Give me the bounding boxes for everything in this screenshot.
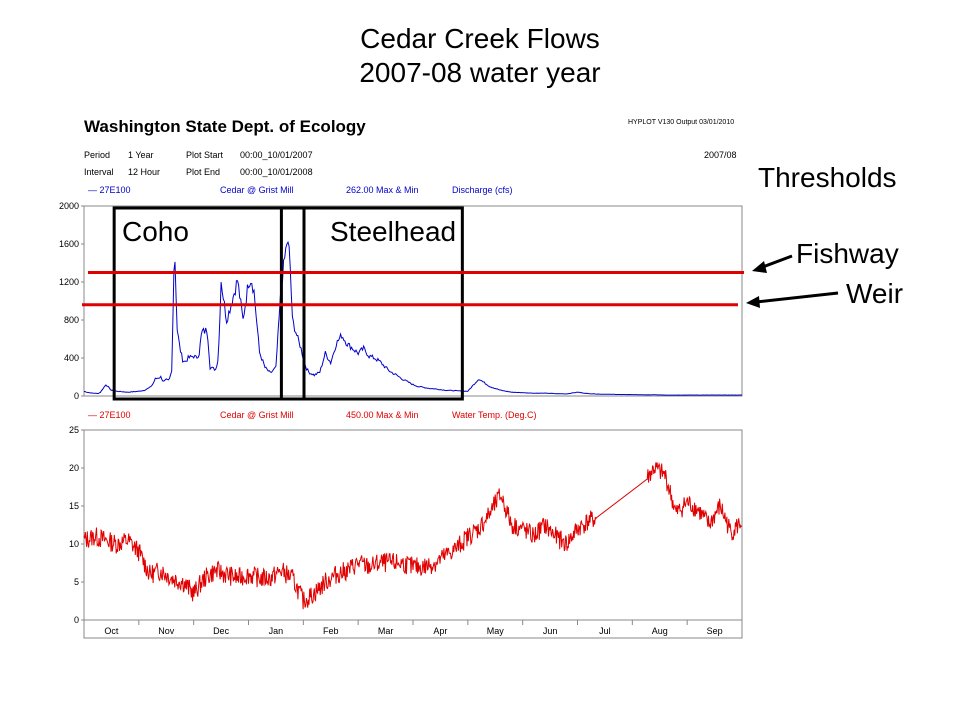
temp-site: Cedar @ Grist Mill <box>220 410 294 420</box>
steelhead-label: Steelhead <box>330 216 457 247</box>
month-label: Dec <box>213 626 230 636</box>
discharge-param: Discharge (cfs) <box>452 185 513 195</box>
water-year-label: 2007/08 <box>704 150 737 160</box>
discharge-line <box>83 240 743 396</box>
slide-title-line-1: Cedar Creek Flows <box>360 23 600 54</box>
hyplot-version: HYPLOT V130 Output 03/01/2010 <box>628 119 735 126</box>
interval-value: 12 Hour <box>128 167 161 177</box>
fishway-arrow-head <box>752 261 767 273</box>
coho-label: Coho <box>122 216 189 247</box>
temp-stat: 450.00 Max & Min <box>346 410 419 420</box>
plot-start-label: Plot Start <box>186 150 224 160</box>
month-label: Mar <box>378 626 394 636</box>
discharge-ytick-label: 800 <box>64 315 79 325</box>
temp-station: 27E100 <box>99 410 131 420</box>
threshold-lines <box>82 271 744 307</box>
discharge-ytick-label: 1600 <box>59 239 79 249</box>
temp-series <box>83 462 742 610</box>
discharge-ytick-label: 400 <box>64 353 79 363</box>
month-label: May <box>487 626 505 636</box>
month-label: Apr <box>433 626 447 636</box>
discharge-stat: 262.00 Max & Min <box>346 185 419 195</box>
discharge-legend-swatch: — <box>88 185 97 195</box>
month-label: Feb <box>323 626 339 636</box>
temperature-line <box>83 462 742 610</box>
panel-frames <box>83 205 743 639</box>
plot-end-value: 00:00_10/01/2008 <box>240 167 313 177</box>
discharge-ytick-label: 1200 <box>59 277 79 287</box>
weir-label: Weir <box>846 278 904 309</box>
temp-plot-frame <box>83 429 743 621</box>
slide-title: Cedar Creek Flows 2007-08 water year <box>0 22 960 90</box>
temp-param: Water Temp. (Deg.C) <box>452 410 537 420</box>
month-label: Sep <box>707 626 723 636</box>
discharge-y-axis: 0 400 800 1200 1600 2000 <box>59 201 84 401</box>
discharge-legend: — 27E100 <box>88 185 131 195</box>
temp-y-axis: 0 5 10 15 20 25 <box>69 425 84 625</box>
month-label: Jun <box>543 626 558 636</box>
month-label: Jan <box>269 626 284 636</box>
month-label: Aug <box>652 626 668 636</box>
threshold-arrows <box>746 254 839 308</box>
discharge-ytick-label: 2000 <box>59 201 79 211</box>
temp-ytick-label: 0 <box>74 615 79 625</box>
weir-arrow-head <box>746 296 760 308</box>
plot-start-value: 00:00_10/01/2007 <box>240 150 313 160</box>
discharge-series <box>83 240 743 396</box>
temp-legend: — 27E100 <box>88 410 131 420</box>
thresholds-label: Thresholds <box>758 162 897 193</box>
temp-ytick-label: 20 <box>69 463 79 473</box>
temp-legend-swatch: — <box>88 410 97 420</box>
discharge-ytick-label: 0 <box>74 391 79 401</box>
plot-end-label: Plot End <box>186 167 221 177</box>
discharge-site: Cedar @ Grist Mill <box>220 185 294 195</box>
month-label: Jul <box>599 626 611 636</box>
discharge-station: 27E100 <box>99 185 131 195</box>
temp-ytick-label: 5 <box>74 577 79 587</box>
temp-ytick-label: 15 <box>69 501 79 511</box>
period-label: Period <box>84 150 111 160</box>
month-label: Oct <box>104 626 119 636</box>
agency-title: Washington State Dept. of Ecology <box>84 117 366 136</box>
fishway-arrow-shaft <box>759 254 793 270</box>
month-label: Nov <box>158 626 175 636</box>
discharge-plot-frame <box>83 205 743 397</box>
period-value: 1 Year <box>128 150 154 160</box>
month-axis: Oct Nov Dec Jan Feb Mar Apr May Jun Jul Aug Sep <box>104 620 723 636</box>
interval-label: Interval <box>84 167 114 177</box>
temp-ytick-label: 25 <box>69 425 79 435</box>
fishway-label: Fishway <box>796 238 899 269</box>
temp-ytick-label: 10 <box>69 539 79 549</box>
weir-arrow-shaft <box>755 291 839 304</box>
slide-title-line-2: 2007-08 water year <box>359 57 601 88</box>
